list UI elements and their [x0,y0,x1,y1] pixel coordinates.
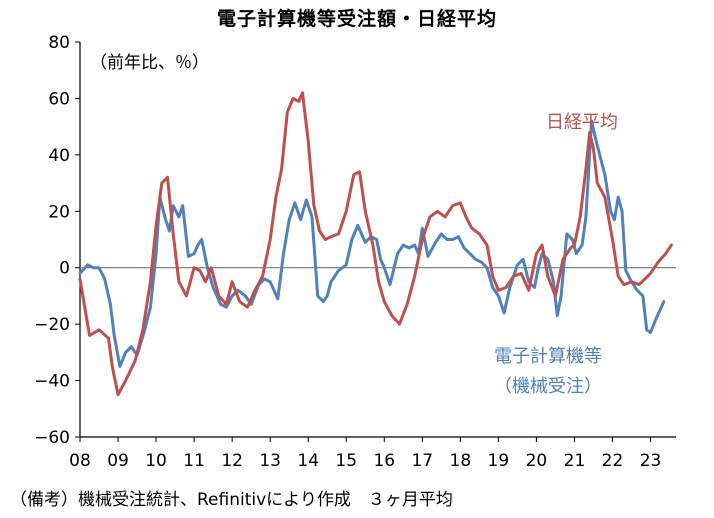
x-tick-label: 18 [450,451,472,471]
axes-layer: −60 −40 −20 0 20 40 60 80 08 09 10 11 12 13 14 15 16 17 18… [34,33,676,471]
y-tick-label: 80 [48,33,70,53]
x-tick-label: 12 [221,451,243,471]
y-tick-label: 60 [48,89,70,109]
x-tick-label: 13 [259,451,281,471]
x-tick-label: 15 [335,451,357,471]
x-tick-label: 19 [488,451,510,471]
x-tick-label: 23 [640,451,662,471]
chart-title: 電子計算機等受注額・日経平均 [216,8,497,30]
x-tick-label: 22 [602,451,624,471]
y-tick-label: −60 [34,428,70,448]
series-label: 日経平均 [546,112,618,133]
series-label: （機械受注） [494,376,602,397]
x-tick-label: 16 [373,451,395,471]
y-tick-label: 40 [48,146,70,166]
series-layer [78,91,673,397]
x-tick-label: 08 [69,451,91,471]
y-tick-label: −20 [34,315,70,335]
x-tick-label: 17 [411,451,433,471]
series-label: 電子計算機等 [494,346,602,367]
x-tick-label: 10 [145,451,167,471]
unit-label: （前年比、％） [90,53,209,73]
y-tick-label: 0 [59,259,70,279]
x-tick-label: 14 [297,451,319,471]
x-tick-label: 20 [526,451,548,471]
x-tick-label: 21 [564,451,586,471]
source-note: （備考）機械受注統計、Refinitivにより作成 ３ヶ月平均 [10,490,453,510]
series-line-electronic-computers [78,119,666,368]
x-tick-label: 09 [107,451,129,471]
y-tick-label: 20 [48,202,70,222]
x-tick-label: 11 [183,451,205,471]
series-line-nikkei [78,91,673,397]
y-tick-label: −40 [34,372,70,392]
